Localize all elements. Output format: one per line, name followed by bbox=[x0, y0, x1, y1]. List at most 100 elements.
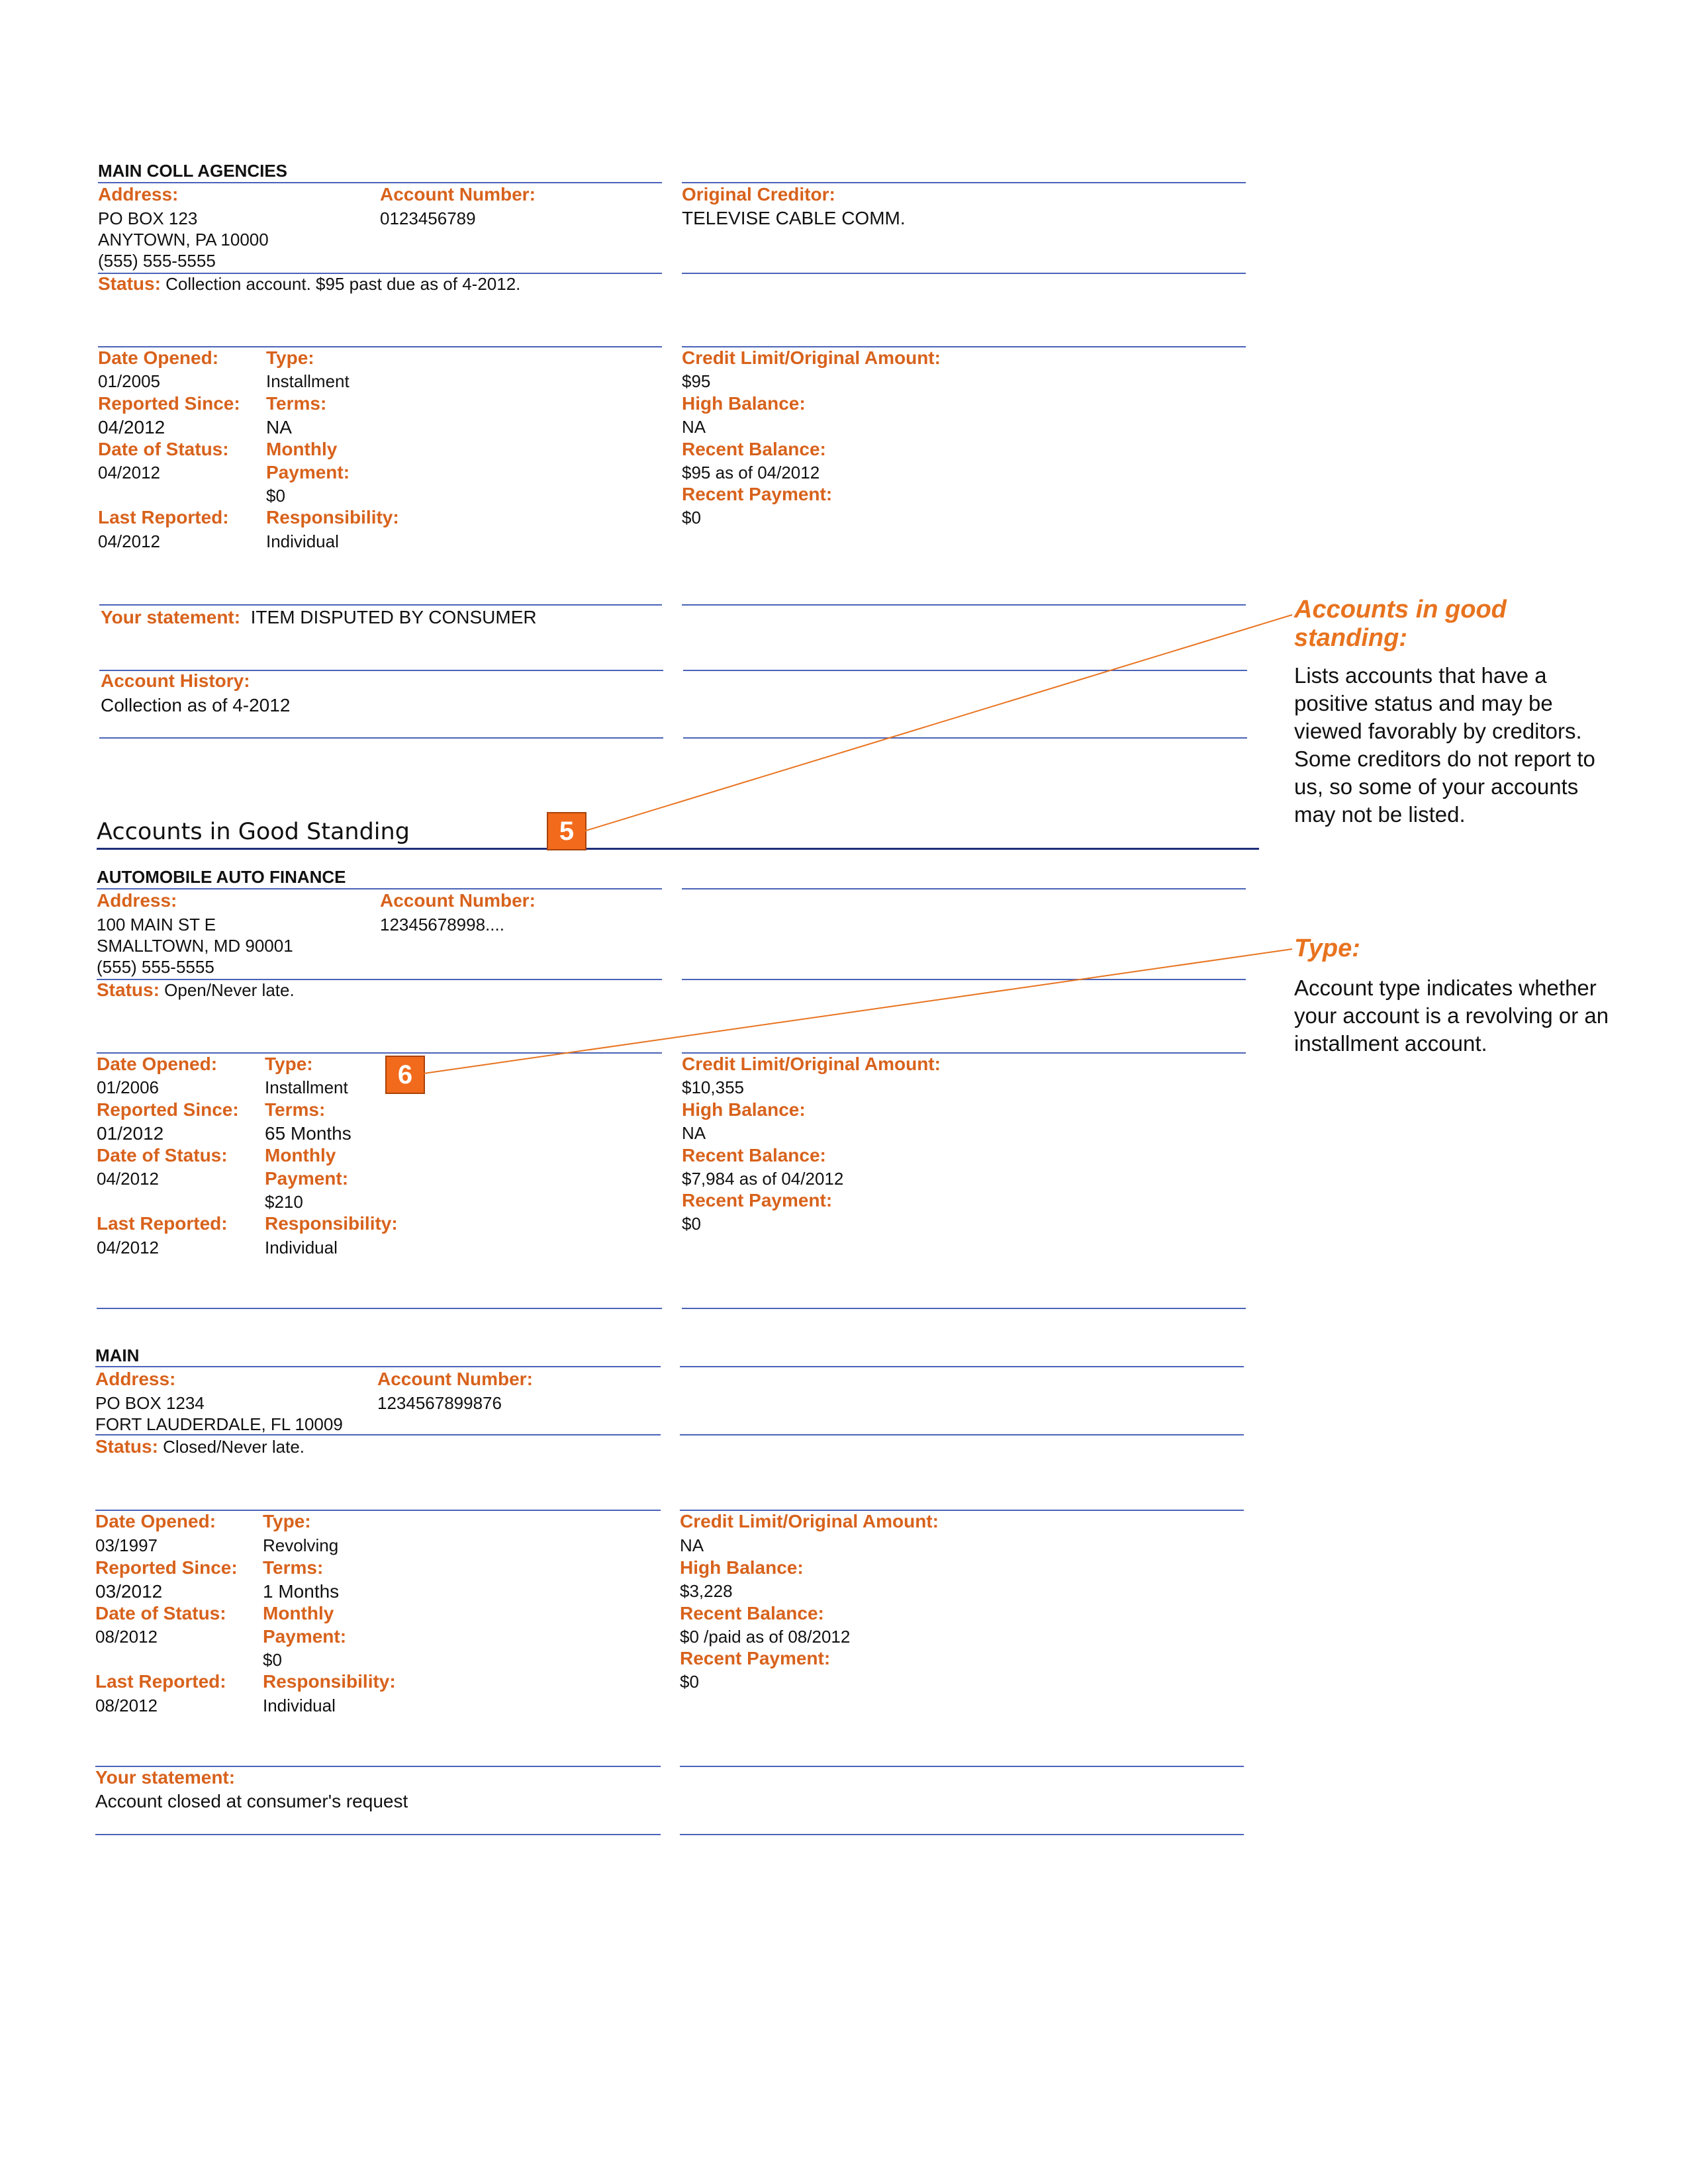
date-opened-label: Date Opened: bbox=[95, 1511, 216, 1531]
terms-label: Terms: bbox=[263, 1557, 324, 1578]
date-opened: 01/2006 bbox=[97, 1077, 159, 1097]
type-label: Type: bbox=[263, 1511, 311, 1531]
terms-value: 65 Months bbox=[265, 1123, 352, 1144]
credit-limit-label: Credit Limit/Original Amount: bbox=[680, 1511, 939, 1531]
terms-value: 1 Months bbox=[263, 1581, 340, 1602]
rule bbox=[682, 1052, 1246, 1054]
high-balance-label: High Balance: bbox=[680, 1557, 804, 1578]
statement-value: ITEM DISPUTED BY CONSUMER bbox=[250, 607, 537, 627]
monthly-payment: $0 bbox=[263, 1650, 282, 1670]
rule bbox=[680, 1834, 1244, 1835]
rule bbox=[95, 1766, 661, 1767]
last-reported-label: Last Reported: bbox=[97, 1213, 228, 1234]
date-of-status-label: Date of Status: bbox=[98, 439, 229, 459]
recent-balance-label: Recent Balance: bbox=[682, 1145, 826, 1165]
rule bbox=[682, 888, 1246, 889]
terms-label: Terms: bbox=[265, 1099, 326, 1120]
terms-value: NA bbox=[266, 417, 292, 437]
recent-payment: $0 bbox=[682, 1214, 701, 1234]
status-label: Status: bbox=[95, 1436, 158, 1457]
responsibility: Individual bbox=[265, 1238, 338, 1257]
status-label: Status: bbox=[98, 273, 161, 294]
last-reported-label: Last Reported: bbox=[98, 507, 229, 527]
address-line: (555) 555-5555 bbox=[98, 251, 216, 271]
rule bbox=[680, 1366, 1244, 1367]
rule bbox=[99, 670, 663, 671]
rule bbox=[682, 346, 1246, 347]
address-line: SMALLTOWN, MD 90001 bbox=[97, 936, 293, 956]
monthly-payment: $0 bbox=[266, 486, 285, 506]
last-reported-label: Last Reported: bbox=[95, 1671, 226, 1692]
address-label: Address: bbox=[98, 184, 179, 205]
status-line: Status: Closed/Never late. bbox=[95, 1436, 305, 1457]
status-value: Open/Never late. bbox=[164, 980, 295, 1000]
original-creditor-label: Original Creditor: bbox=[682, 184, 835, 205]
high-balance: NA bbox=[682, 417, 706, 437]
rule bbox=[98, 182, 662, 183]
credit-limit: $95 bbox=[682, 371, 711, 391]
recent-balance-label: Recent Balance: bbox=[682, 439, 826, 459]
recent-balance: $7,984 as of 04/2012 bbox=[682, 1169, 844, 1189]
rule bbox=[95, 1366, 661, 1367]
status-value: Collection account. $95 past due as of 4… bbox=[165, 274, 521, 294]
credit-limit-label: Credit Limit/Original Amount: bbox=[682, 347, 941, 368]
terms-label: Terms: bbox=[266, 393, 327, 414]
date-of-status: 04/2012 bbox=[98, 463, 160, 482]
callout-badge-5: 5 bbox=[547, 812, 586, 850]
callout-type-title: Type: bbox=[1294, 934, 1360, 962]
account-name: MAIN bbox=[95, 1345, 140, 1365]
rule bbox=[682, 1308, 1246, 1309]
reported-since-label: Reported Since: bbox=[95, 1557, 238, 1578]
rule bbox=[680, 1434, 1244, 1435]
status-value: Closed/Never late. bbox=[163, 1437, 305, 1457]
recent-payment-label: Recent Payment: bbox=[682, 484, 833, 504]
address-line: PO BOX 123 bbox=[98, 208, 198, 228]
rule bbox=[682, 273, 1246, 274]
date-opened-label: Date Opened: bbox=[97, 1054, 218, 1074]
recent-payment: $0 bbox=[680, 1672, 699, 1692]
account-history-label: Account History: bbox=[101, 670, 250, 691]
type-value: Installment bbox=[265, 1077, 348, 1097]
recent-balance: $0 /paid as of 08/2012 bbox=[680, 1627, 851, 1647]
status-line: Status: Collection account. $95 past due… bbox=[98, 273, 520, 295]
date-of-status-label: Date of Status: bbox=[95, 1603, 226, 1623]
account-name: AUTOMOBILE AUTO FINANCE bbox=[97, 867, 346, 887]
payment-label: Payment: bbox=[266, 462, 350, 482]
monthly-payment: $210 bbox=[265, 1192, 303, 1212]
callout-type-body: Account type indicates whether your acco… bbox=[1294, 976, 1609, 1056]
reported-since: 01/2012 bbox=[97, 1123, 164, 1144]
rule bbox=[95, 1434, 661, 1435]
account-number: 1234567899876 bbox=[377, 1393, 502, 1413]
high-balance-label: High Balance: bbox=[682, 1099, 806, 1120]
leader-line-6 bbox=[423, 948, 1293, 1074]
last-reported: 08/2012 bbox=[95, 1696, 158, 1715]
type-value: Revolving bbox=[263, 1535, 339, 1555]
rule bbox=[682, 182, 1246, 183]
high-balance: $3,228 bbox=[680, 1581, 733, 1601]
address-line: FORT LAUDERDALE, FL 10009 bbox=[95, 1414, 343, 1434]
rule bbox=[97, 1052, 662, 1054]
address-line: (555) 555-5555 bbox=[97, 957, 214, 977]
statement-label: Your statement: bbox=[95, 1767, 236, 1788]
reported-since: 04/2012 bbox=[98, 417, 165, 437]
statement-value: Account closed at consumer's request bbox=[95, 1791, 408, 1811]
section-title: Accounts in Good Standing bbox=[97, 819, 410, 845]
date-opened: 03/1997 bbox=[95, 1535, 158, 1555]
original-creditor: TELEVISE CABLE COMM. bbox=[682, 208, 906, 228]
payment-label: Payment: bbox=[265, 1168, 349, 1189]
account-number: 0123456789 bbox=[380, 208, 476, 228]
date-of-status-label: Date of Status: bbox=[97, 1145, 228, 1165]
rule bbox=[682, 604, 1246, 606]
callout-good-standing-body: Lists accounts that have a positive stat… bbox=[1294, 663, 1595, 827]
rule bbox=[683, 737, 1247, 739]
credit-limit-label: Credit Limit/Original Amount: bbox=[682, 1054, 941, 1074]
last-reported: 04/2012 bbox=[98, 531, 160, 551]
statement-line: Your statement: ITEM DISPUTED BY CONSUME… bbox=[101, 607, 537, 628]
responsibility-label: Responsibility: bbox=[266, 507, 399, 527]
account-number-label: Account Number: bbox=[380, 184, 536, 205]
section-rule bbox=[97, 848, 1259, 850]
credit-limit: $10,355 bbox=[682, 1077, 744, 1097]
monthly-label: Monthly bbox=[263, 1603, 334, 1623]
date-of-status: 08/2012 bbox=[95, 1627, 158, 1647]
